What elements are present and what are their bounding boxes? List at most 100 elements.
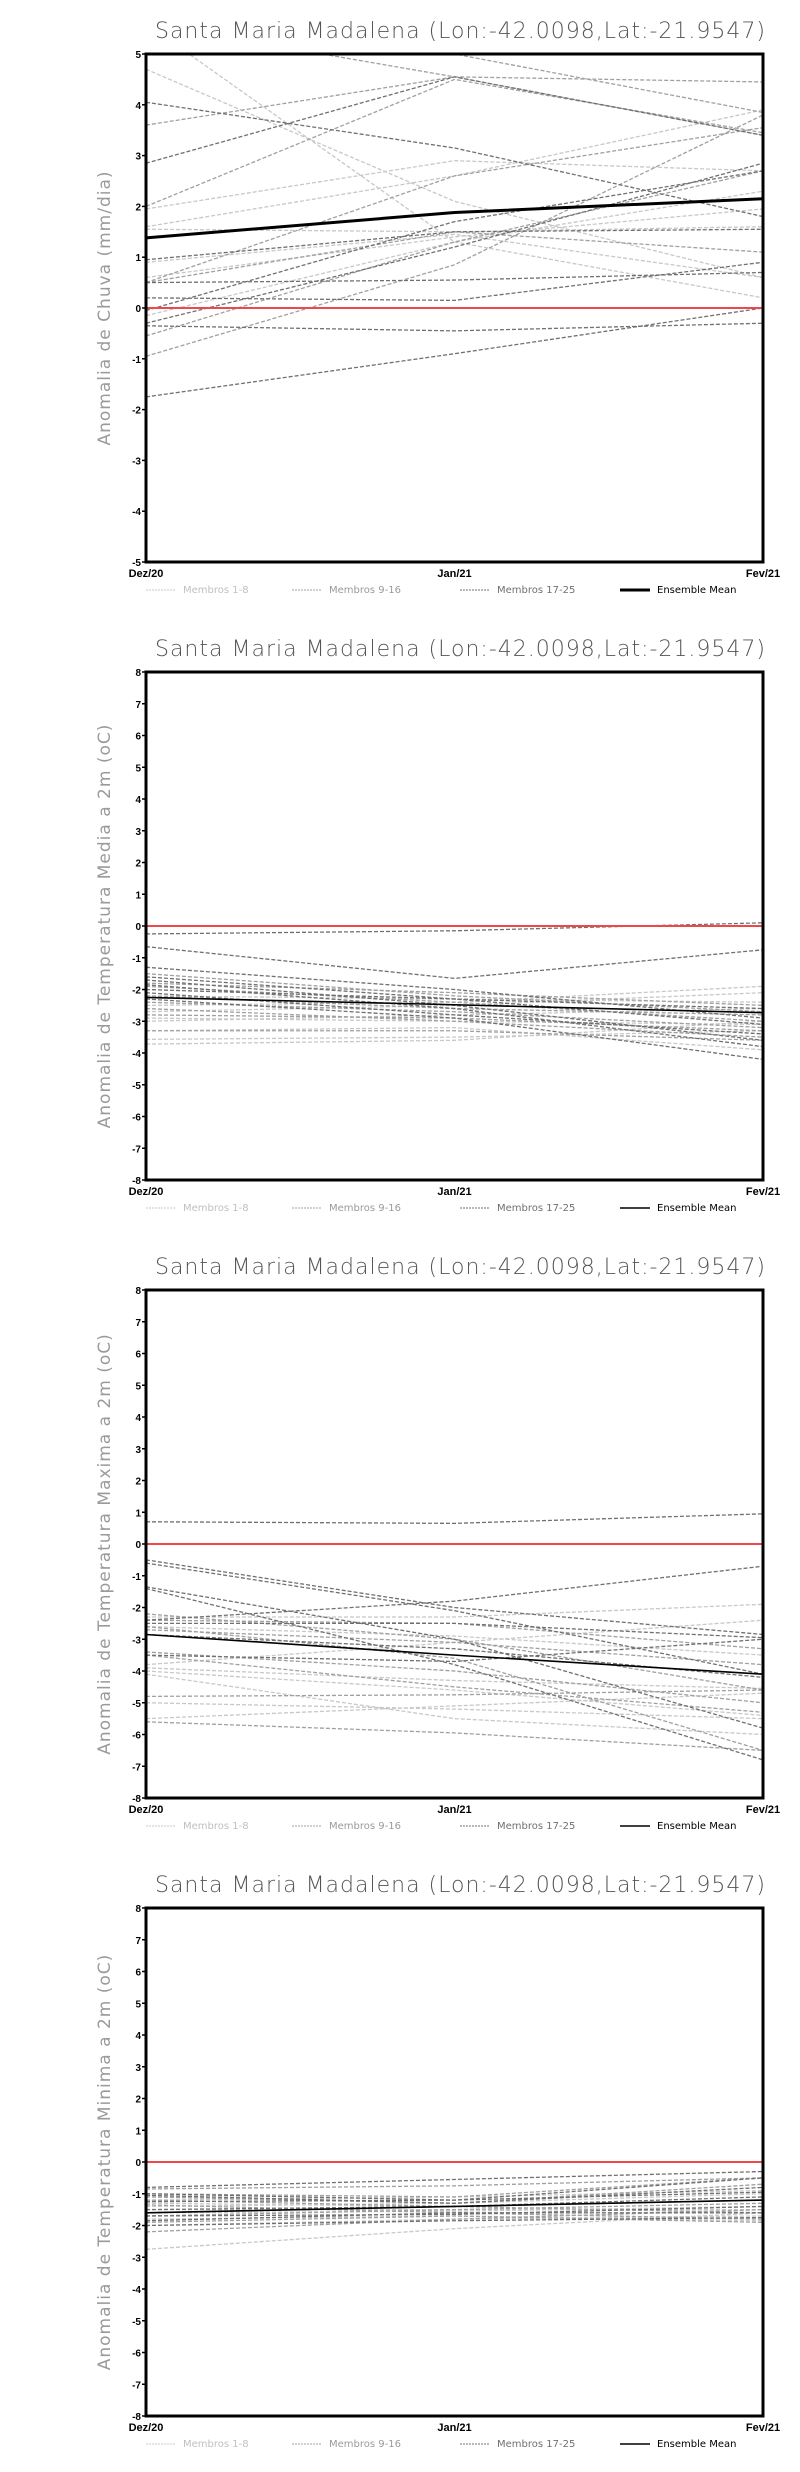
y-tick-label: -2 [132,1604,141,1615]
x-tick-label: Dez/20 [129,1804,164,1816]
plot-area [146,54,763,398]
y-tick-label: 3 [135,827,141,838]
chart-title: Santa Maria Madalena (Lon:-42.0098,Lat:-… [155,637,766,662]
legend-label-4: Ensemble Mean [657,1203,736,1214]
member-line-19 [146,966,763,1019]
legend-label-4: Ensemble Mean [657,585,736,596]
y-tick-label: -4 [132,2285,141,2296]
x-tick-label: Dez/20 [129,568,164,580]
y-tick-label: -3 [132,456,141,467]
member-line-18 [146,76,763,164]
y-tick-label: -7 [132,2380,141,2391]
y-tick-label: 6 [135,732,141,743]
member-line-25 [146,1638,763,1663]
member-line-23 [146,322,763,332]
ensemble-mean-line [146,197,763,240]
member-line-2 [187,54,763,299]
member-line-1 [146,2212,763,2250]
x-tick-label: Dez/20 [129,2422,164,2434]
member-line-5 [146,1692,763,1720]
member-line-24 [146,998,763,1060]
y-tick-label: -6 [132,2349,141,2360]
member-line-17 [146,922,763,935]
member-line-8 [146,1673,763,1736]
legend-label-3: Membros 17-25 [497,1203,575,1214]
legend-label-3: Membros 17-25 [497,585,575,596]
chart-2: Santa Maria Madalena (Lon:-42.0098,Lat:-… [95,637,780,1214]
member-line-14 [146,2208,763,2233]
member-line-20 [146,1586,763,1729]
legend-label-1: Membros 1-8 [183,2439,249,2450]
member-line-4 [146,1030,763,1040]
chart-title: Santa Maria Madalena (Lon:-42.0098,Lat:-… [155,1255,766,1280]
member-line-21 [146,2205,763,2217]
y-tick-label: 2 [135,859,141,870]
x-tick-label: Jan/21 [437,1804,471,1816]
y-tick-label: 5 [135,1999,141,2010]
y-tick-label: 0 [135,1540,141,1551]
member-line-16 [146,114,763,357]
y-tick-label: -6 [132,1113,141,1124]
x-tick-label: Fev/21 [746,568,780,580]
y-tick-label: -5 [132,1699,141,1710]
member-line-23 [146,2216,763,2227]
y-tick-label: -6 [132,1731,141,1742]
member-line-17 [146,1513,763,1525]
y-tick-label: 4 [135,795,141,806]
member-line-7 [146,1625,763,1656]
chart-4: Santa Maria Madalena (Lon:-42.0098,Lat:-… [95,1873,780,2450]
plot-area [146,922,763,1060]
chart-3: Santa Maria Madalena (Lon:-42.0098,Lat:-… [95,1255,780,1832]
y-tick-label: 3 [135,1445,141,1456]
plot-area [146,2161,763,2250]
y-tick-label: 1 [135,890,141,901]
legend-label-4: Ensemble Mean [657,2439,736,2450]
member-line-1 [146,68,763,279]
y-axis-label: Anomalia de Temperatura Minima a 2m (oC) [95,1954,115,2371]
member-line-13 [146,2215,763,2223]
member-line-11 [146,1721,763,1752]
member-line-22 [146,261,763,302]
y-tick-label: 6 [135,1968,141,1979]
y-tick-label: 1 [135,253,141,264]
x-tick-label: Fev/21 [746,2422,780,2434]
y-tick-label: 1 [135,2126,141,2137]
chart-1: Santa Maria Madalena (Lon:-42.0098,Lat:-… [95,19,780,596]
y-tick-label: -5 [132,2317,141,2328]
member-line-10 [146,54,763,114]
member-line-13 [146,127,763,284]
member-line-4 [146,1702,763,1720]
member-line-3 [146,160,763,210]
member-line-22 [146,2212,763,2222]
member-line-18 [146,945,763,980]
member-line-12 [146,2202,763,2217]
y-tick-label: -2 [132,406,141,417]
y-tick-label: -8 [132,1794,141,1805]
y-tick-label: 5 [135,50,141,61]
member-line-23 [146,1622,763,1639]
member-line-25 [146,2191,763,2203]
y-tick-label: 4 [135,101,141,112]
y-tick-label: -1 [132,355,141,366]
member-line-13 [146,1613,763,1691]
y-tick-label: -1 [132,2190,141,2201]
member-line-25 [146,984,763,1048]
y-tick-label: 2 [135,2095,141,2106]
y-tick-label: -3 [132,2253,141,2264]
y-tick-label: 6 [135,1350,141,1361]
y-tick-label: -8 [132,2412,141,2423]
legend-label-2: Membros 9-16 [329,1821,401,1832]
x-tick-label: Jan/21 [437,2422,471,2434]
member-line-25 [146,162,763,324]
y-tick-label: 8 [135,1286,141,1297]
y-tick-label: 8 [135,1904,141,1915]
y-tick-label: 7 [135,700,141,711]
y-tick-label: -5 [132,558,141,569]
y-tick-label: 4 [135,1413,141,1424]
y-tick-label: -8 [132,1176,141,1187]
ensemble-mean-line [146,996,763,1014]
y-tick-label: 5 [135,763,141,774]
y-tick-label: -4 [132,1049,141,1060]
y-tick-label: 7 [135,1936,141,1947]
